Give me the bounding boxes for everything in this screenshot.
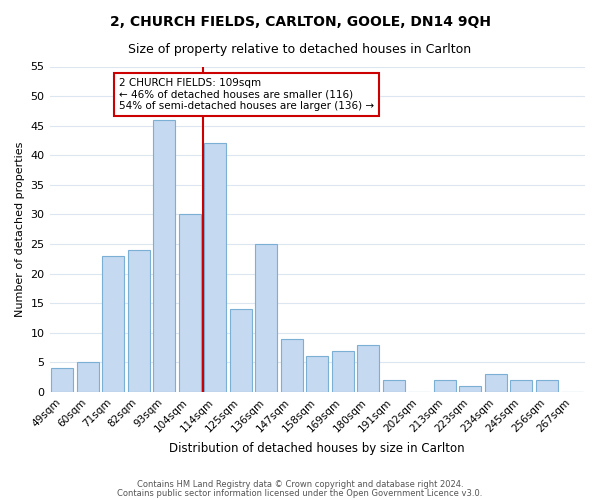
Y-axis label: Number of detached properties: Number of detached properties [15,142,25,317]
Bar [205,144,226,392]
Bar [128,250,149,392]
Bar [485,374,506,392]
Bar [103,256,124,392]
Bar [256,244,277,392]
Bar [230,309,251,392]
Bar [536,380,557,392]
Bar [77,362,98,392]
Text: Contains HM Land Registry data © Crown copyright and database right 2024.: Contains HM Land Registry data © Crown c… [137,480,463,489]
Bar [307,356,328,392]
Text: Size of property relative to detached houses in Carlton: Size of property relative to detached ho… [128,42,472,56]
Bar [52,368,73,392]
Bar [358,344,379,392]
X-axis label: Distribution of detached houses by size in Carlton: Distribution of detached houses by size … [169,442,465,455]
Bar [281,338,302,392]
Bar [179,214,200,392]
Bar [434,380,455,392]
Text: 2 CHURCH FIELDS: 109sqm
← 46% of detached houses are smaller (116)
54% of semi-d: 2 CHURCH FIELDS: 109sqm ← 46% of detache… [119,78,374,111]
Bar [154,120,175,392]
Bar [511,380,532,392]
Text: Contains public sector information licensed under the Open Government Licence v3: Contains public sector information licen… [118,488,482,498]
Text: 2, CHURCH FIELDS, CARLTON, GOOLE, DN14 9QH: 2, CHURCH FIELDS, CARLTON, GOOLE, DN14 9… [110,15,491,29]
Bar [332,350,353,392]
Bar [383,380,404,392]
Bar [460,386,481,392]
